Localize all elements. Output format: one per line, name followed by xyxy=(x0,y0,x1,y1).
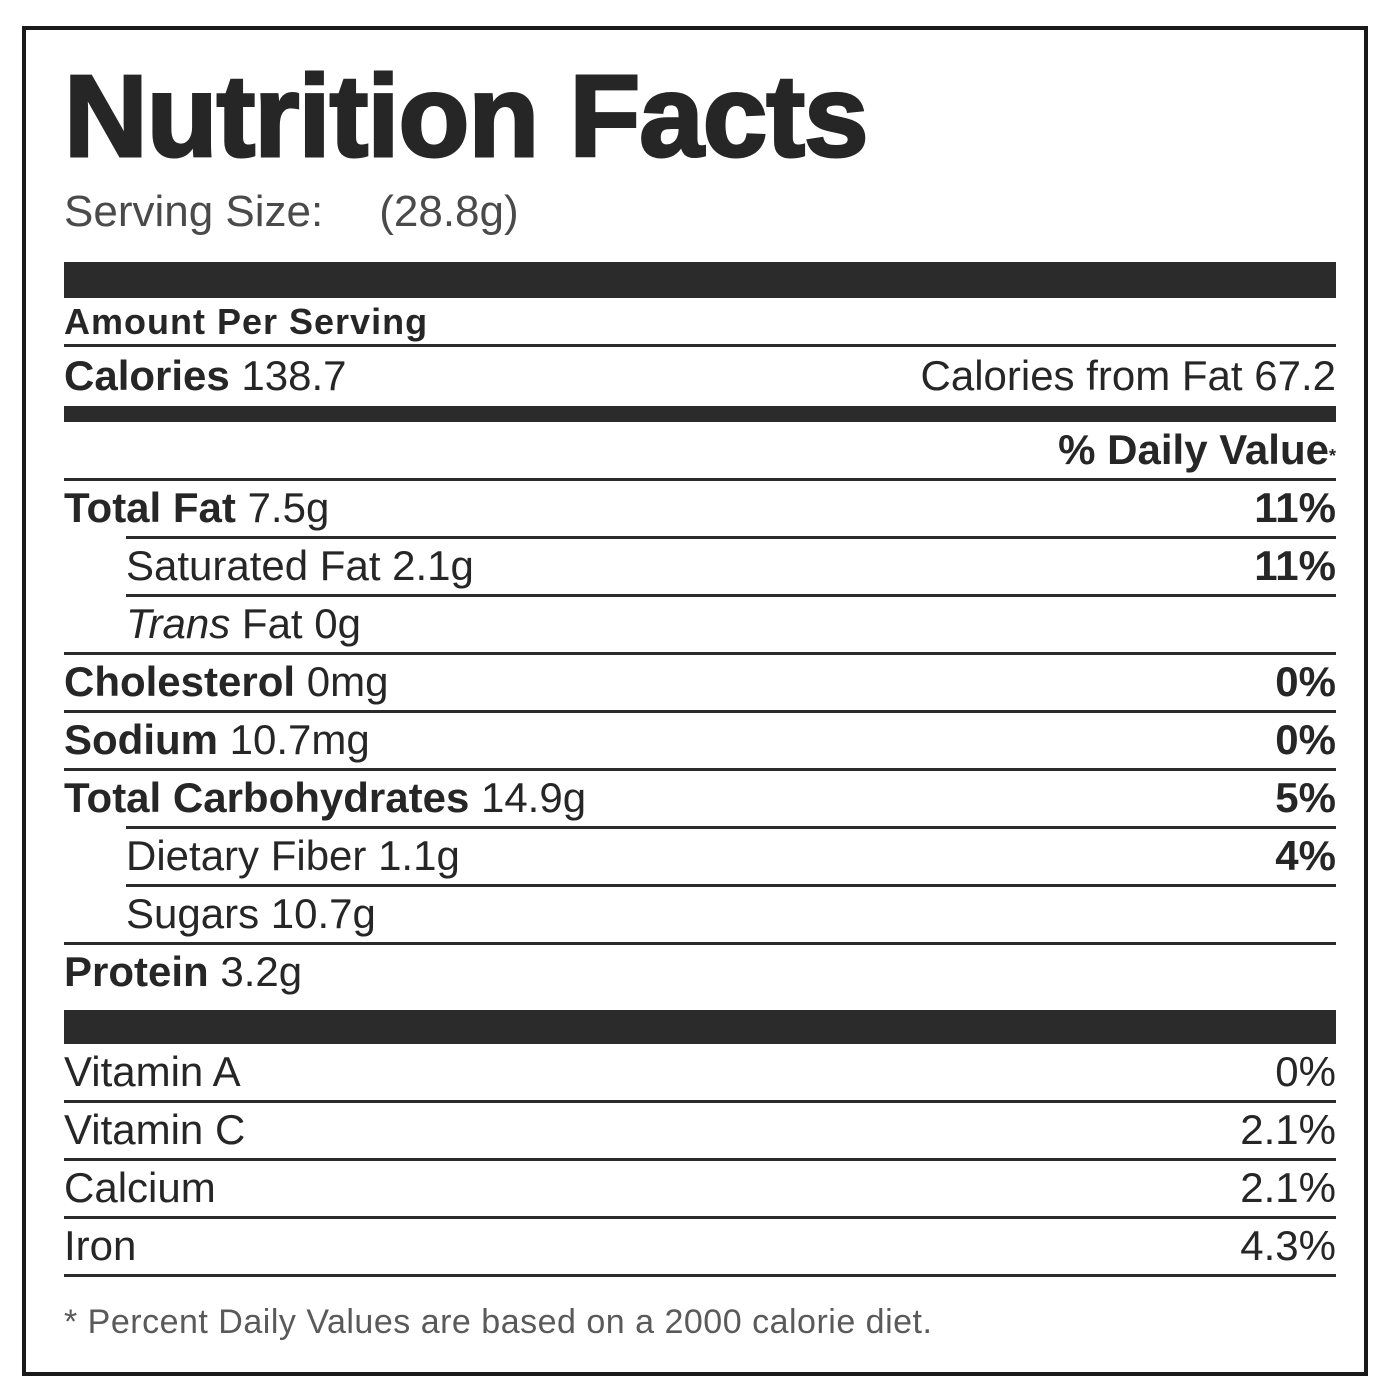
dv-value: 5% xyxy=(1275,774,1336,821)
dv-value: 0% xyxy=(1275,716,1336,763)
divider xyxy=(126,536,1336,539)
nutrient-row-trans-fat: Trans Fat 0g xyxy=(126,600,361,647)
divider xyxy=(126,594,1336,597)
nutrient-row-total-fat: Total Fat 7.5g 11% xyxy=(64,480,1336,536)
nutrient-row-dietary-fiber: Dietary Fiber 1.1g 4% xyxy=(64,828,1336,884)
nutrient-row-cholesterol: Cholesterol 0mg 0% xyxy=(64,654,1336,710)
dv-value: 0% xyxy=(1275,1048,1336,1095)
divider xyxy=(64,1216,1336,1219)
calories-label: Calories xyxy=(64,352,230,399)
vitamin-row-vitamin-c: Vitamin C 2.1% xyxy=(64,1102,1336,1158)
divider xyxy=(64,1100,1336,1103)
dv-value: 11% xyxy=(1254,542,1336,589)
daily-value-asterisk: * xyxy=(1328,446,1336,466)
calories-from-fat-label: Calories from Fat xyxy=(920,352,1243,399)
dv-value: 11% xyxy=(1254,484,1336,531)
serving-size: Serving Size: (28.8g) xyxy=(64,190,519,234)
footnote: * Percent Daily Values are based on a 20… xyxy=(64,1303,933,1341)
divider xyxy=(64,710,1336,713)
nutrition-label: Nutrition Facts Serving Size: (28.8g) Amo… xyxy=(22,26,1368,1376)
daily-value-header: % Daily Value* xyxy=(1058,426,1336,473)
vitamin-row-calcium: Calcium 2.1% xyxy=(64,1160,1336,1216)
divider xyxy=(64,478,1336,481)
divider xyxy=(64,942,1336,945)
nutrient-row-sugars: Sugars 10.7g xyxy=(126,890,376,937)
nutrient-row-sodium: Sodium 10.7mg 0% xyxy=(64,712,1336,768)
dv-value: 0% xyxy=(1275,658,1336,705)
divider xyxy=(64,768,1336,771)
dv-value: 2.1% xyxy=(1240,1164,1336,1211)
divider xyxy=(64,652,1336,655)
divider xyxy=(64,1274,1336,1277)
calories-row: Calories 138.7 Calories from Fat 67.2 xyxy=(64,348,1336,404)
divider xyxy=(64,1158,1336,1161)
divider xyxy=(126,826,1336,829)
dv-value: 2.1% xyxy=(1240,1106,1336,1153)
serving-size-value: (28.8g) xyxy=(379,187,519,236)
dv-value: 4.3% xyxy=(1240,1222,1336,1269)
label-title: Nutrition Facts xyxy=(62,51,869,181)
medium-divider xyxy=(64,406,1336,422)
divider xyxy=(126,884,1336,887)
amount-per-serving: Amount Per Serving xyxy=(64,301,429,342)
serving-size-label: Serving Size: xyxy=(64,187,324,236)
vitamin-row-vitamin-a: Vitamin A 0% xyxy=(64,1044,1336,1100)
thick-divider-vitamins xyxy=(64,1010,1336,1044)
nutrient-row-saturated-fat: Saturated Fat 2.1g 11% xyxy=(64,538,1336,594)
divider xyxy=(64,344,1336,347)
calories-value: 138.7 xyxy=(241,352,347,399)
nutrient-row-total-carbohydrates: Total Carbohydrates 14.9g 5% xyxy=(64,770,1336,826)
dv-value: 4% xyxy=(1275,832,1336,879)
nutrient-row-protein: Protein 3.2g xyxy=(64,948,303,995)
thick-divider-top xyxy=(64,262,1336,298)
calories-from-fat-value: 67.2 xyxy=(1254,352,1336,399)
vitamin-row-iron: Iron 4.3% xyxy=(64,1218,1336,1274)
